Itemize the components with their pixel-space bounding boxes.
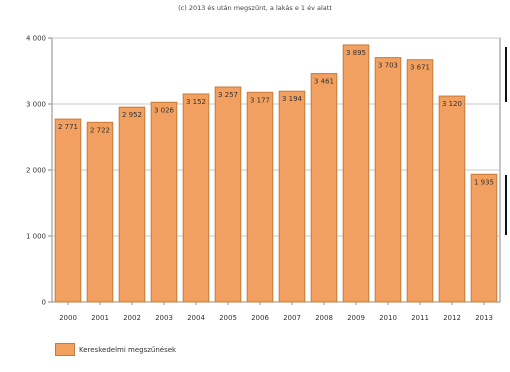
bar-value-label: 2 952	[122, 111, 142, 119]
bar-value-label: 3 703	[378, 62, 398, 70]
x-tick-label: 2011	[411, 314, 429, 322]
x-tick-label: 2002	[123, 314, 141, 322]
bar-value-label: 3 152	[186, 98, 206, 106]
x-tick-label: 2004	[187, 314, 205, 322]
x-tick-label: 2005	[219, 314, 237, 322]
bar-value-label: 3 895	[346, 49, 366, 57]
bar	[246, 91, 274, 303]
x-tick-label: 2013	[475, 314, 493, 322]
bar	[342, 44, 370, 303]
bar	[310, 73, 338, 303]
legend-label: Kereskedelmi megszűnések	[79, 345, 177, 354]
chart-title: (c) 2013 és után megszűnt, a lakás e 1 é…	[178, 4, 332, 12]
y-tick-label: 1 000	[26, 233, 46, 241]
bar-value-label: 3 671	[410, 64, 430, 72]
x-tick-label: 2008	[315, 314, 333, 322]
legend: Kereskedelmi megszűnések	[55, 343, 176, 356]
bar	[54, 118, 82, 303]
bar	[278, 90, 306, 303]
bar	[406, 59, 434, 303]
y-tick-label: 2 000	[26, 167, 46, 175]
bar-value-label: 3 120	[442, 100, 462, 108]
bar	[150, 101, 178, 303]
bar-value-label: 3 026	[154, 106, 175, 114]
bar-value-label: 3 461	[314, 78, 334, 86]
legend-swatch	[55, 343, 75, 356]
y-tick-label: 0	[42, 299, 46, 307]
bar	[438, 95, 466, 303]
bar-value-label: 3 177	[250, 96, 270, 104]
x-tick-label: 2003	[155, 314, 173, 322]
x-tick-label: 2000	[59, 314, 77, 322]
bar	[182, 93, 210, 303]
bar	[86, 121, 114, 303]
bar-value-label: 2 771	[58, 123, 78, 131]
y-tick-label: 4 000	[26, 35, 46, 43]
right-edge-marker-upper	[505, 47, 507, 102]
bar-value-label: 2 722	[90, 126, 110, 134]
x-tick-label: 2010	[379, 314, 397, 322]
x-tick-label: 2012	[443, 314, 461, 322]
bar-value-label: 3 194	[282, 95, 303, 103]
bar	[118, 106, 146, 303]
x-tick-label: 2009	[347, 314, 365, 322]
bar	[374, 57, 402, 303]
x-tick-label: 2006	[251, 314, 269, 322]
bar	[470, 173, 498, 303]
x-tick-label: 2007	[283, 314, 301, 322]
bar-value-label: 3 257	[218, 91, 238, 99]
bar-value-label: 1 935	[474, 178, 494, 186]
y-tick-label: 3 000	[26, 101, 46, 109]
right-edge-marker-lower	[505, 175, 507, 235]
x-tick-label: 2001	[91, 314, 109, 322]
bar	[214, 86, 242, 303]
